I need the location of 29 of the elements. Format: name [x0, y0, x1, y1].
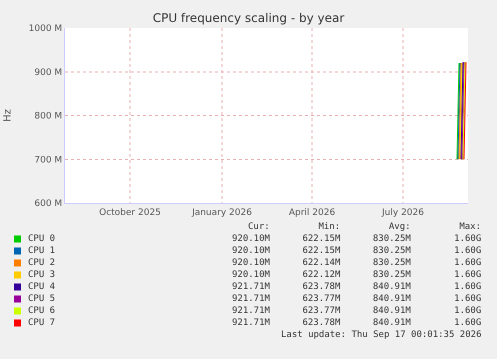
x-tick-label: October 2025	[99, 208, 161, 218]
text: 921.71M 623.78M 840.91M 1.60G	[232, 318, 482, 328]
legend-label: CPU 1	[28, 246, 56, 256]
y-axis-title: Hz	[2, 109, 14, 122]
legend-label: CPU 0	[28, 234, 56, 244]
legend-label: CPU 7	[28, 318, 56, 328]
text: Cur: Min: Avg: Max:	[248, 222, 481, 232]
chart-title: CPU frequency scaling - by year	[152, 11, 344, 26]
x-tick-label: April 2026	[288, 208, 336, 218]
legend-label: CPU 2	[28, 258, 56, 268]
y-tick-label: 600 M	[34, 199, 62, 210]
y-tick-label: 700 M	[34, 155, 62, 166]
y-tick-label: 800 M	[34, 112, 62, 122]
text: 921.71M 623.77M 840.91M 1.60G	[232, 306, 482, 316]
text: Last update: Thu Sep 17 00:01:35 2026	[281, 330, 482, 340]
x-tick-label: July 2026	[381, 208, 424, 218]
legend-label: CPU 6	[28, 306, 56, 316]
text: 920.10M 622.12M 830.25M 1.60G	[232, 270, 482, 280]
legend-label: CPU 5	[28, 294, 56, 304]
text: 921.71M 623.78M 840.91M 1.60G	[232, 282, 482, 292]
x-tick-label: January 2026	[191, 208, 252, 218]
text: 920.10M 622.14M 830.25M 1.60G	[232, 258, 482, 268]
y-tick-label: 900 M	[34, 68, 62, 78]
text: 920.10M 622.15M 830.25M 1.60G	[232, 246, 482, 256]
text: 920.10M 622.15M 830.25M 1.60G	[232, 234, 482, 244]
text: 921.71M 623.77M 840.91M 1.60G	[232, 294, 482, 304]
y-tick-label: 1000 M	[28, 24, 62, 34]
legend-label: CPU 3	[28, 270, 56, 280]
legend-label: CPU 4	[28, 282, 56, 292]
